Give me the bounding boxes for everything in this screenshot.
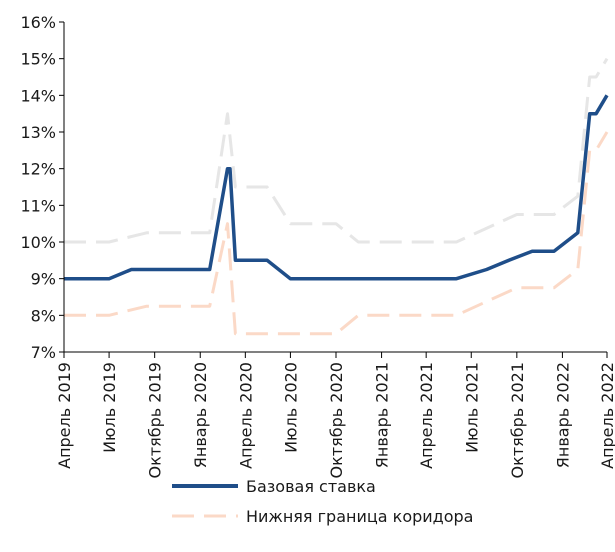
y-tick-label: 7% — [31, 343, 56, 362]
y-tick-labels: 7% 8% 9% 10% 11% 12% 13% 14% 15% 16% — [20, 13, 64, 362]
y-tick-label: 14% — [20, 86, 56, 105]
x-tick-label: Июль 2020 — [281, 362, 300, 453]
series-line-0 — [64, 94, 609, 281]
series-line-2 — [64, 57, 609, 244]
y-tick-label: 12% — [20, 160, 56, 179]
y-tick-label: 10% — [20, 233, 56, 252]
y-tick-label: 13% — [20, 123, 56, 142]
x-tick-label: Октябрь 2020 — [327, 362, 346, 478]
x-tick-label: Апрель 2019 — [55, 362, 74, 469]
y-tick-label: 11% — [20, 196, 56, 215]
series-layer — [64, 57, 609, 336]
x-tick-label: Январь 2020 — [191, 362, 210, 468]
y-tick-label: 15% — [20, 50, 56, 69]
x-tick-label: Апрель 2021 — [417, 362, 436, 469]
x-tick-label: Апрель 2022 — [598, 362, 615, 469]
legend-label-lower-bound: Нижняя граница коридора — [246, 507, 473, 526]
x-tick-labels: Апрель 2019 Июль 2019 Октябрь 2019 Январь 2… — [55, 352, 615, 478]
x-tick-label: Апрель 2020 — [236, 362, 255, 469]
y-tick-label: 8% — [31, 306, 56, 325]
x-tick-label: Июль 2019 — [100, 362, 119, 453]
x-tick-label: Январь 2021 — [373, 362, 392, 468]
axes-layer — [63, 22, 607, 353]
y-tick-label: 16% — [20, 13, 56, 32]
x-tick-label: Октябрь 2021 — [508, 362, 527, 478]
x-tick-label: Октябрь 2019 — [146, 362, 165, 478]
x-tick-label: Январь 2022 — [553, 362, 572, 468]
y-tick-label: 9% — [31, 270, 56, 289]
x-tick-label: Июль 2021 — [462, 362, 481, 453]
series-line-1 — [64, 131, 609, 336]
legend: Базовая ставка Нижняя граница коридора — [172, 477, 473, 526]
legend-label-base-rate: Базовая ставка — [246, 477, 376, 496]
